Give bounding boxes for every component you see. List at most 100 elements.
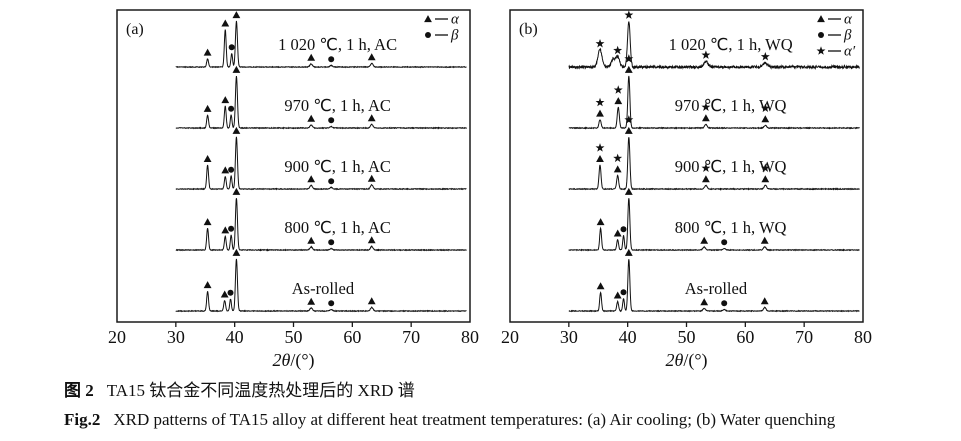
alpha-marker-icon: [596, 282, 605, 290]
panel-label: (b): [519, 21, 538, 38]
x-axis-label: 2θ/(°): [272, 350, 314, 371]
alpha-marker-icon: [817, 15, 825, 23]
alpha-marker-icon: [203, 48, 212, 56]
alpha-prime-marker-icon: [624, 54, 634, 63]
alpha-marker-icon: [596, 218, 605, 226]
panels-row: 20 30 40 50 60 70 80 2θ/(°) (a) α β 1 020 ℃, 1 h, A…: [100, 0, 873, 372]
xrd-trace: [568, 259, 860, 313]
xrd-trace: [175, 258, 467, 313]
trace-label: 970 ℃, 1 h, AC: [284, 96, 391, 115]
alpha-prime-marker-icon: [816, 46, 826, 55]
alpha-marker-icon: [220, 290, 229, 298]
axis-tick-label: 40: [619, 327, 637, 347]
alpha-marker-icon: [307, 175, 316, 183]
axis-tick-label: 70: [795, 327, 813, 347]
trace-label: 900 ℃, 1 h, AC: [284, 157, 391, 176]
trace-label: 1 020 ℃, 1 h, AC: [278, 35, 397, 54]
beta-marker-icon: [228, 166, 235, 173]
alpha-marker-icon: [232, 248, 241, 256]
alpha-marker-icon: [624, 187, 633, 195]
alpha-marker-icon: [702, 114, 710, 122]
axis-tick-label: 50: [678, 327, 696, 347]
caption-en: Fig.2 XRD patterns of TA15 alloy at diffe…: [64, 410, 961, 430]
alpha-marker-icon: [700, 236, 709, 244]
alpha-marker-icon: [367, 114, 376, 122]
legend-label: α: [844, 12, 853, 28]
alpha-marker-icon: [307, 53, 316, 61]
axis-tick-label: 70: [402, 327, 420, 347]
alpha-prime-marker-icon: [595, 143, 605, 152]
alpha-marker-icon: [203, 155, 212, 162]
trace-label: As-rolled: [292, 279, 355, 298]
caption-en-text: XRD patterns of TA15 alloy at different …: [113, 410, 836, 429]
alpha-marker-icon: [221, 19, 230, 27]
beta-marker-icon: [328, 56, 335, 63]
alpha-marker-icon: [700, 298, 709, 306]
alpha-prime-marker-icon: [613, 153, 623, 163]
trace-label: 800 ℃, 1 h, WQ: [675, 218, 787, 237]
xrd-panel-a: 20 30 40 50 60 70 80 2θ/(°) (a) α β 1 020 ℃, 1 h, A…: [100, 0, 480, 372]
beta-marker-icon: [328, 300, 335, 307]
caption-zh-text: TA15 钛合金不同温度热处理后的 XRD 谱: [106, 381, 415, 400]
alpha-marker-icon: [367, 174, 376, 182]
alpha-marker-icon: [761, 115, 770, 123]
alpha-marker-icon: [232, 65, 241, 73]
alpha-prime-marker-icon: [701, 102, 711, 111]
xrd-trace: [175, 20, 467, 69]
axis-tick-label: 60: [343, 327, 361, 347]
beta-marker-icon: [425, 32, 431, 38]
beta-marker-icon: [328, 178, 335, 185]
legend-label: α: [451, 12, 460, 28]
beta-marker-icon: [818, 32, 824, 38]
axis-tick-label: 30: [560, 327, 578, 347]
axis-tick-label: 60: [736, 327, 754, 347]
xrd-chart-b: 20 30 40 50 60 70 80 2θ/(°) (b) αβα′ 1 020 ℃, 1 h,…: [501, 9, 872, 371]
alpha-marker-icon: [760, 297, 769, 305]
alpha-marker-icon: [624, 65, 633, 73]
xrd-trace: [568, 198, 860, 252]
alpha-marker-icon: [596, 155, 604, 162]
beta-marker-icon: [721, 300, 728, 307]
figure-2: 20 30 40 50 60 70 80 2θ/(°) (a) α β 1 020 ℃, 1 h, A…: [64, 0, 961, 430]
alpha-marker-icon: [761, 175, 770, 183]
alpha-marker-icon: [613, 165, 622, 173]
alpha-marker-icon: [367, 297, 376, 305]
beta-marker-icon: [620, 289, 627, 296]
xrd-panel-b: 20 30 40 50 60 70 80 2θ/(°) (b) α β α′ 1 020 ℃, 1 h,…: [493, 0, 873, 372]
alpha-marker-icon: [307, 297, 316, 305]
alpha-marker-icon: [203, 104, 212, 112]
xrd-trace: [568, 75, 860, 130]
alpha-marker-icon: [203, 218, 212, 226]
beta-marker-icon: [228, 225, 235, 232]
alpha-marker-icon: [624, 126, 633, 134]
alpha-prime-marker-icon: [760, 163, 770, 172]
axis-tick-label: 30: [167, 327, 185, 347]
alpha-marker-icon: [221, 166, 230, 174]
trace-label: 1 020 ℃, 1 h, WQ: [669, 35, 793, 54]
beta-marker-icon: [721, 239, 728, 246]
xrd-trace: [175, 76, 467, 130]
alpha-marker-icon: [307, 114, 316, 122]
xrd-trace: [175, 198, 467, 252]
alpha-marker-icon: [221, 226, 230, 234]
axis-tick-label: 80: [854, 327, 872, 347]
trace-label: 970 ℃, 1 h, WQ: [675, 96, 787, 115]
axis-tick-label: 40: [226, 327, 244, 347]
axis-tick-label: 80: [461, 327, 479, 347]
beta-marker-icon: [228, 105, 235, 112]
alpha-marker-icon: [307, 236, 316, 244]
trace-label: As-rolled: [685, 279, 748, 298]
alpha-marker-icon: [624, 248, 633, 256]
beta-marker-icon: [328, 239, 335, 246]
x-axis-label: 2θ/(°): [665, 350, 707, 371]
alpha-prime-marker-icon: [760, 51, 770, 61]
legend-label: α′: [844, 44, 856, 60]
trace-label: 800 ℃, 1 h, AC: [284, 218, 391, 237]
panel-label: (a): [126, 21, 144, 38]
caption-en-label: Fig.2: [64, 410, 101, 429]
axis-tick-label: 50: [285, 327, 303, 347]
alpha-marker-icon: [232, 126, 241, 134]
alpha-prime-marker-icon: [595, 97, 605, 107]
caption-zh: 图 2 TA15 钛合金不同温度热处理后的 XRD 谱: [64, 376, 961, 401]
alpha-marker-icon: [613, 229, 622, 237]
